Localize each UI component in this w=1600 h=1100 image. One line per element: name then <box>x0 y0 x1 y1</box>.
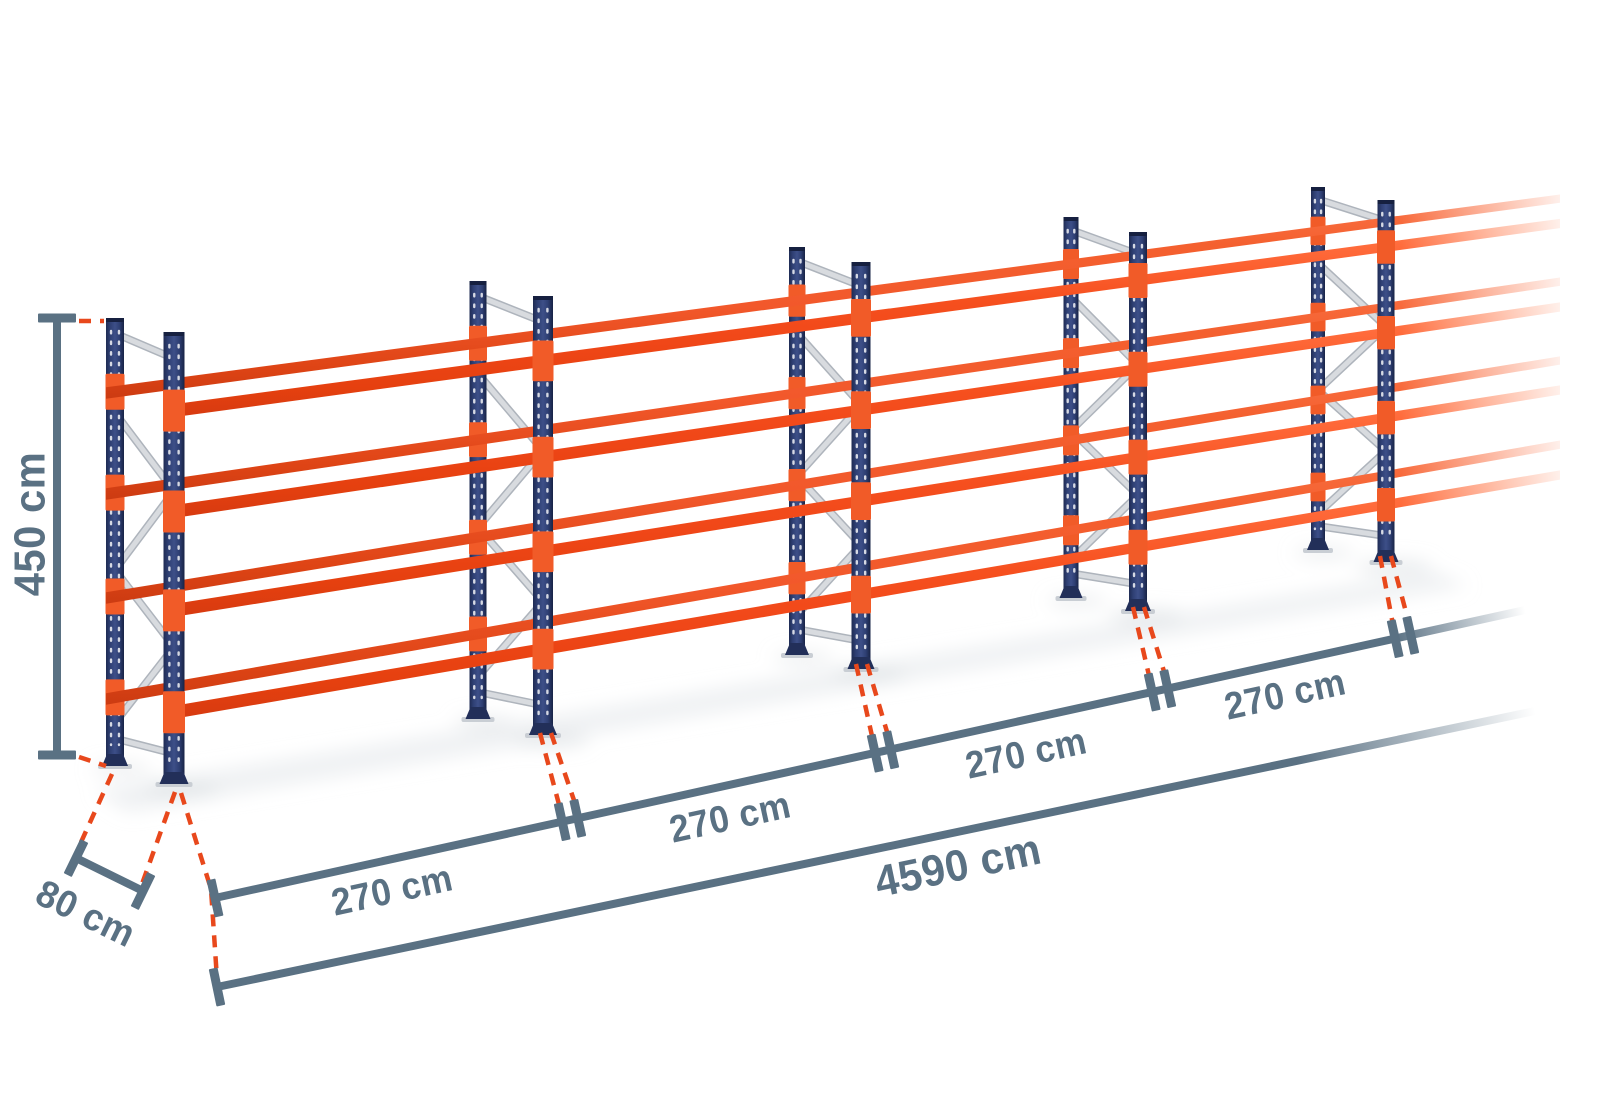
dimension-cap <box>38 750 76 760</box>
beam-connector-plate <box>532 628 554 670</box>
beams <box>106 194 1560 721</box>
beam-connector-plate <box>1377 230 1395 264</box>
upright-foot <box>1059 586 1083 598</box>
beam-connector-plate <box>163 389 185 432</box>
beam-connector-plate <box>532 436 554 478</box>
dimension-cap <box>130 872 156 910</box>
dimension-annotations <box>38 313 1536 1007</box>
frame-brace <box>1315 260 1389 330</box>
frame-brace <box>794 258 864 289</box>
frame-braces <box>111 195 1390 758</box>
upright-cap <box>163 332 185 336</box>
dimension-cap <box>63 839 89 877</box>
dimension-label-height: 450 cm <box>5 452 54 597</box>
dimension-cap <box>206 878 224 918</box>
leader-dashed-line <box>548 732 580 810</box>
beam-connector-plate <box>1128 351 1148 387</box>
beam-connector-plate <box>851 391 871 430</box>
floor-shadow-band <box>95 572 1468 812</box>
beam-connector-plate <box>851 482 871 521</box>
dimension-cap <box>866 733 884 773</box>
bay-dimension-line <box>214 606 1526 902</box>
frame-brace <box>1315 196 1389 224</box>
dimension-cap <box>208 967 226 1007</box>
dimension-cap <box>1386 619 1404 659</box>
upright-foot <box>1125 599 1151 611</box>
upright-foot <box>1307 538 1329 550</box>
frame-brace <box>475 371 546 453</box>
beam-connector-plate <box>532 340 554 382</box>
beam-connector-plate <box>1377 488 1395 522</box>
beam-connector-plate <box>1128 529 1148 565</box>
leader-dashed-line <box>74 773 115 852</box>
upright-foot <box>785 643 809 655</box>
upright-cap <box>106 318 124 322</box>
leader-dashed-line <box>1141 606 1170 682</box>
beam-connector-plate <box>1377 315 1395 350</box>
dimension-cap <box>1159 669 1177 709</box>
beam-connector-plate <box>851 299 871 337</box>
beam-connector-plate <box>532 531 554 573</box>
dimension-cap <box>569 798 587 838</box>
dimension-cap <box>1402 615 1420 655</box>
frame-brace <box>475 293 546 325</box>
upright-cap <box>533 296 553 300</box>
beam-connector-plate <box>163 490 185 533</box>
frame-brace <box>1068 294 1141 368</box>
beam-connector-plate <box>1128 262 1148 299</box>
beam-connector-plate <box>163 589 185 632</box>
upright-cap <box>1063 217 1079 221</box>
frame-brace <box>794 626 864 644</box>
beam-connector-plate <box>1377 400 1395 435</box>
upright-foot <box>159 772 189 784</box>
rear-beam-level-3 <box>106 277 1560 500</box>
frame-brace <box>1068 227 1141 257</box>
upright-cap <box>789 247 805 251</box>
frame-brace <box>794 330 864 408</box>
dimension-label-total: 4590 cm <box>871 825 1046 908</box>
dimension-cap <box>553 802 571 842</box>
beam-connector-plate <box>1128 439 1148 475</box>
rear-beam-level-1 <box>106 440 1560 705</box>
rack-structure <box>98 187 1560 787</box>
upright-cap <box>469 281 487 285</box>
upright-foot <box>465 707 491 719</box>
beam-connector-plate <box>163 691 185 734</box>
beam-connector-plate <box>851 575 871 614</box>
leader-dashed-line <box>78 754 107 769</box>
dimension-cap <box>1143 672 1161 712</box>
upright-cap <box>851 262 871 266</box>
leader-dashed-line <box>139 791 178 885</box>
leader-dashed-line <box>853 663 877 746</box>
rear-beam-level-4 <box>106 194 1560 399</box>
frame-brace <box>475 689 546 708</box>
frame-brace <box>1068 570 1141 587</box>
rear-beam-level-2 <box>106 356 1560 604</box>
upright-foot <box>529 723 557 735</box>
dimension-cap <box>882 730 900 770</box>
leader-dashed-line <box>537 732 564 813</box>
depth-dimension-line <box>74 854 145 895</box>
upright-foot <box>1373 550 1399 562</box>
upright-foot <box>102 754 128 766</box>
upright-cap <box>1377 200 1395 204</box>
frame-brace <box>1315 523 1389 539</box>
leader-dashed-line <box>1130 606 1154 685</box>
dimension-cap <box>38 313 76 323</box>
leader-dashed-line <box>864 663 893 743</box>
upright-cap <box>1129 232 1147 236</box>
upright-cap <box>1311 187 1325 191</box>
total-dimension-line <box>216 707 1536 991</box>
